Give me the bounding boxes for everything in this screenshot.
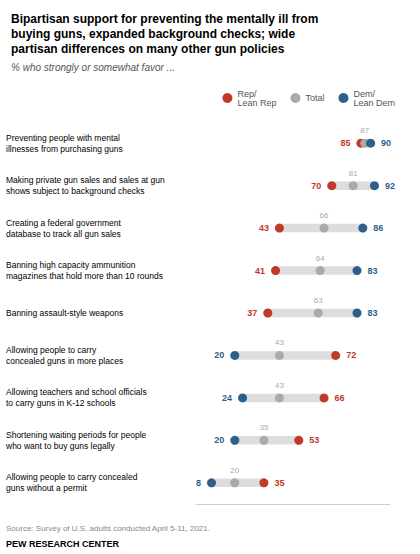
svg-text:Source: Survey of U.S. adults: Source: Survey of U.S. adults conducted … bbox=[6, 524, 210, 533]
svg-text:shows subject to background ch: shows subject to background checks bbox=[6, 186, 144, 196]
svg-text:53: 53 bbox=[309, 435, 319, 445]
svg-text:86: 86 bbox=[373, 223, 383, 233]
svg-text:Rep/: Rep/ bbox=[237, 88, 257, 99]
svg-text:35: 35 bbox=[274, 478, 284, 488]
svg-text:72: 72 bbox=[346, 350, 356, 360]
svg-text:66: 66 bbox=[335, 393, 345, 403]
svg-text:Allowing people to carry: Allowing people to carry bbox=[6, 345, 97, 355]
svg-text:35: 35 bbox=[259, 423, 268, 432]
svg-text:Creating a federal government: Creating a federal government bbox=[6, 218, 121, 228]
svg-text:43: 43 bbox=[259, 223, 269, 233]
svg-text:20: 20 bbox=[230, 466, 239, 475]
svg-text:Total: Total bbox=[305, 93, 324, 103]
svg-text:43: 43 bbox=[275, 338, 284, 347]
svg-text:64: 64 bbox=[316, 254, 325, 263]
svg-text:Dem/: Dem/ bbox=[353, 88, 375, 99]
svg-text:70: 70 bbox=[311, 181, 321, 191]
svg-text:% who strongly or somewhat fav: % who strongly or somewhat favor ... bbox=[11, 62, 175, 73]
svg-text:who want to buy guns legally: who want to buy guns legally bbox=[5, 441, 115, 451]
svg-text:concealed guns in more places: concealed guns in more places bbox=[6, 356, 123, 366]
svg-text:92: 92 bbox=[385, 181, 395, 191]
svg-text:24: 24 bbox=[222, 393, 232, 403]
svg-text:83: 83 bbox=[368, 266, 378, 276]
svg-text:Banning assault-style weapons: Banning assault-style weapons bbox=[6, 308, 123, 318]
svg-text:41: 41 bbox=[255, 266, 265, 276]
svg-text:63: 63 bbox=[314, 296, 323, 305]
svg-text:illnesses from purchasing guns: illnesses from purchasing guns bbox=[6, 144, 123, 154]
svg-text:81: 81 bbox=[349, 169, 358, 178]
svg-text:buying guns, expanded backgrou: buying guns, expanded background checks;… bbox=[11, 27, 295, 41]
svg-text:66: 66 bbox=[320, 211, 329, 220]
svg-text:to carry guns in K-12 schools: to carry guns in K-12 schools bbox=[6, 398, 116, 408]
svg-text:Lean Rep: Lean Rep bbox=[237, 98, 276, 108]
svg-text:90: 90 bbox=[381, 138, 391, 148]
svg-text:Making private gun sales and s: Making private gun sales and sales at gu… bbox=[6, 175, 165, 185]
svg-text:Shortening waiting periods for: Shortening waiting periods for people bbox=[6, 430, 147, 440]
svg-text:37: 37 bbox=[247, 308, 257, 318]
svg-text:87: 87 bbox=[360, 126, 369, 135]
svg-text:Allowing people to carry conce: Allowing people to carry concealed bbox=[6, 472, 138, 482]
svg-text:database to track all gun sale: database to track all gun sales bbox=[6, 229, 121, 239]
svg-text:PEW RESEARCH CENTER: PEW RESEARCH CENTER bbox=[6, 539, 120, 549]
svg-text:Banning high capacity ammuniti: Banning high capacity ammunition bbox=[6, 260, 136, 270]
svg-text:guns without a permit: guns without a permit bbox=[6, 483, 87, 493]
svg-text:Preventing people with mental: Preventing people with mental bbox=[6, 133, 120, 143]
svg-text:85: 85 bbox=[340, 138, 350, 148]
svg-text:Lean Dem: Lean Dem bbox=[353, 98, 395, 108]
svg-text:20: 20 bbox=[214, 350, 224, 360]
svg-text:83: 83 bbox=[368, 308, 378, 318]
svg-text:20: 20 bbox=[214, 435, 224, 445]
svg-text:43: 43 bbox=[275, 381, 284, 390]
svg-text:magazines that hold more than: magazines that hold more than 10 rounds bbox=[6, 271, 163, 281]
svg-text:Bipartisan support for prevent: Bipartisan support for preventing the me… bbox=[11, 12, 318, 26]
svg-text:Allowing teachers and school o: Allowing teachers and school officials bbox=[6, 387, 147, 397]
svg-text:8: 8 bbox=[196, 478, 201, 488]
svg-text:partisan differences on many o: partisan differences on many other gun p… bbox=[11, 42, 285, 56]
